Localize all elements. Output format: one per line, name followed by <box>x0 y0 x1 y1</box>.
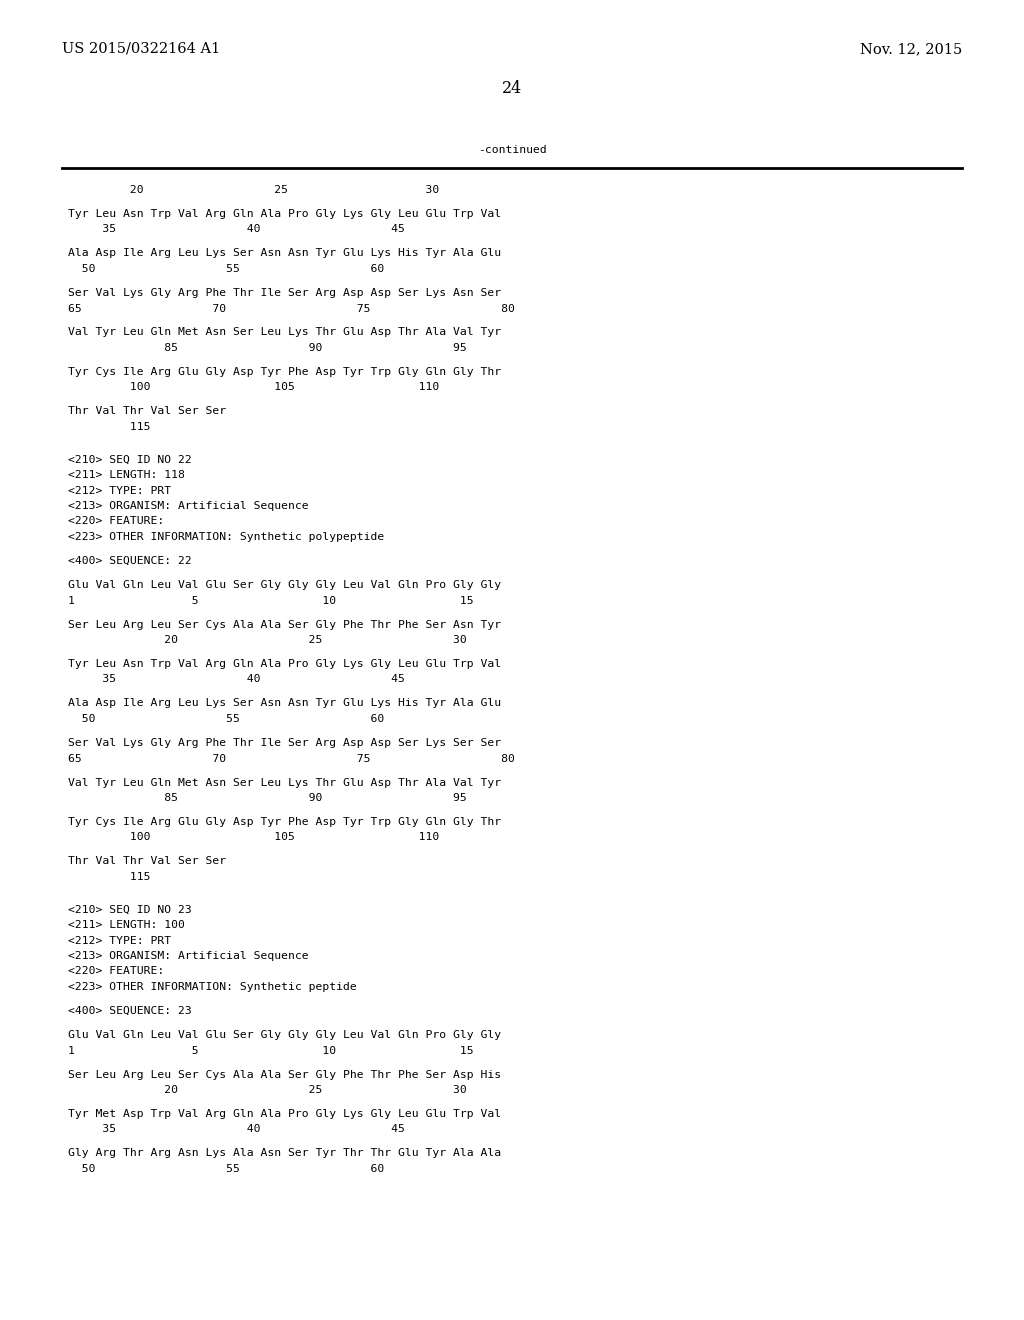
Text: 1                 5                  10                  15: 1 5 10 15 <box>68 1045 474 1056</box>
Text: Val Tyr Leu Gln Met Asn Ser Leu Lys Thr Glu Asp Thr Ala Val Tyr: Val Tyr Leu Gln Met Asn Ser Leu Lys Thr … <box>68 777 501 788</box>
Text: Glu Val Gln Leu Val Glu Ser Gly Gly Gly Leu Val Gln Pro Gly Gly: Glu Val Gln Leu Val Glu Ser Gly Gly Gly … <box>68 1030 501 1040</box>
Text: 65                   70                   75                   80: 65 70 75 80 <box>68 754 515 763</box>
Text: Thr Val Thr Val Ser Ser: Thr Val Thr Val Ser Ser <box>68 857 226 866</box>
Text: Gly Arg Thr Arg Asn Lys Ala Asn Ser Tyr Thr Thr Glu Tyr Ala Ala: Gly Arg Thr Arg Asn Lys Ala Asn Ser Tyr … <box>68 1148 501 1159</box>
Text: Val Tyr Leu Gln Met Asn Ser Leu Lys Thr Glu Asp Thr Ala Val Tyr: Val Tyr Leu Gln Met Asn Ser Leu Lys Thr … <box>68 327 501 338</box>
Text: Ser Val Lys Gly Arg Phe Thr Ile Ser Arg Asp Asp Ser Lys Ser Ser: Ser Val Lys Gly Arg Phe Thr Ile Ser Arg … <box>68 738 501 748</box>
Text: Ser Leu Arg Leu Ser Cys Ala Ala Ser Gly Phe Thr Phe Ser Asn Tyr: Ser Leu Arg Leu Ser Cys Ala Ala Ser Gly … <box>68 619 501 630</box>
Text: <220> FEATURE:: <220> FEATURE: <box>68 966 164 977</box>
Text: <400> SEQUENCE: 23: <400> SEQUENCE: 23 <box>68 1006 191 1016</box>
Text: 50                   55                   60: 50 55 60 <box>68 714 384 723</box>
Text: 35                   40                   45: 35 40 45 <box>68 675 404 685</box>
Text: 100                  105                  110: 100 105 110 <box>68 383 439 392</box>
Text: 50                   55                   60: 50 55 60 <box>68 264 384 275</box>
Text: 65                   70                   75                   80: 65 70 75 80 <box>68 304 515 314</box>
Text: Tyr Met Asp Trp Val Arg Gln Ala Pro Gly Lys Gly Leu Glu Trp Val: Tyr Met Asp Trp Val Arg Gln Ala Pro Gly … <box>68 1109 501 1119</box>
Text: 35                   40                   45: 35 40 45 <box>68 1125 404 1134</box>
Text: -continued: -continued <box>477 145 547 154</box>
Text: <211> LENGTH: 100: <211> LENGTH: 100 <box>68 920 185 931</box>
Text: Tyr Leu Asn Trp Val Arg Gln Ala Pro Gly Lys Gly Leu Glu Trp Val: Tyr Leu Asn Trp Val Arg Gln Ala Pro Gly … <box>68 659 501 669</box>
Text: 20                   25                    30: 20 25 30 <box>68 185 439 195</box>
Text: 20                   25                   30: 20 25 30 <box>68 635 467 645</box>
Text: 85                   90                   95: 85 90 95 <box>68 343 467 352</box>
Text: <223> OTHER INFORMATION: Synthetic peptide: <223> OTHER INFORMATION: Synthetic pepti… <box>68 982 356 993</box>
Text: <213> ORGANISM: Artificial Sequence: <213> ORGANISM: Artificial Sequence <box>68 502 308 511</box>
Text: <211> LENGTH: 118: <211> LENGTH: 118 <box>68 470 185 480</box>
Text: Tyr Cys Ile Arg Glu Gly Asp Tyr Phe Asp Tyr Trp Gly Gln Gly Thr: Tyr Cys Ile Arg Glu Gly Asp Tyr Phe Asp … <box>68 367 501 378</box>
Text: Ala Asp Ile Arg Leu Lys Ser Asn Asn Tyr Glu Lys His Tyr Ala Glu: Ala Asp Ile Arg Leu Lys Ser Asn Asn Tyr … <box>68 248 501 259</box>
Text: US 2015/0322164 A1: US 2015/0322164 A1 <box>62 42 220 55</box>
Text: 50                   55                   60: 50 55 60 <box>68 1164 384 1173</box>
Text: 1                 5                  10                  15: 1 5 10 15 <box>68 595 474 606</box>
Text: Nov. 12, 2015: Nov. 12, 2015 <box>860 42 962 55</box>
Text: Ala Asp Ile Arg Leu Lys Ser Asn Asn Tyr Glu Lys His Tyr Ala Glu: Ala Asp Ile Arg Leu Lys Ser Asn Asn Tyr … <box>68 698 501 709</box>
Text: 35                   40                   45: 35 40 45 <box>68 224 404 235</box>
Text: Ser Val Lys Gly Arg Phe Thr Ile Ser Arg Asp Asp Ser Lys Asn Ser: Ser Val Lys Gly Arg Phe Thr Ile Ser Arg … <box>68 288 501 298</box>
Text: <210> SEQ ID NO 23: <210> SEQ ID NO 23 <box>68 904 191 915</box>
Text: 100                  105                  110: 100 105 110 <box>68 833 439 842</box>
Text: <220> FEATURE:: <220> FEATURE: <box>68 516 164 527</box>
Text: Ser Leu Arg Leu Ser Cys Ala Ala Ser Gly Phe Thr Phe Ser Asp His: Ser Leu Arg Leu Ser Cys Ala Ala Ser Gly … <box>68 1069 501 1080</box>
Text: 115: 115 <box>68 873 151 882</box>
Text: <212> TYPE: PRT: <212> TYPE: PRT <box>68 936 171 945</box>
Text: 24: 24 <box>502 81 522 96</box>
Text: Tyr Cys Ile Arg Glu Gly Asp Tyr Phe Asp Tyr Trp Gly Gln Gly Thr: Tyr Cys Ile Arg Glu Gly Asp Tyr Phe Asp … <box>68 817 501 828</box>
Text: Thr Val Thr Val Ser Ser: Thr Val Thr Val Ser Ser <box>68 407 226 417</box>
Text: 115: 115 <box>68 422 151 432</box>
Text: 20                   25                   30: 20 25 30 <box>68 1085 467 1096</box>
Text: <400> SEQUENCE: 22: <400> SEQUENCE: 22 <box>68 556 191 566</box>
Text: <212> TYPE: PRT: <212> TYPE: PRT <box>68 486 171 495</box>
Text: Tyr Leu Asn Trp Val Arg Gln Ala Pro Gly Lys Gly Leu Glu Trp Val: Tyr Leu Asn Trp Val Arg Gln Ala Pro Gly … <box>68 209 501 219</box>
Text: Glu Val Gln Leu Val Glu Ser Gly Gly Gly Leu Val Gln Pro Gly Gly: Glu Val Gln Leu Val Glu Ser Gly Gly Gly … <box>68 579 501 590</box>
Text: <213> ORGANISM: Artificial Sequence: <213> ORGANISM: Artificial Sequence <box>68 950 308 961</box>
Text: <210> SEQ ID NO 22: <210> SEQ ID NO 22 <box>68 454 191 465</box>
Text: 85                   90                   95: 85 90 95 <box>68 793 467 803</box>
Text: <223> OTHER INFORMATION: Synthetic polypeptide: <223> OTHER INFORMATION: Synthetic polyp… <box>68 532 384 543</box>
